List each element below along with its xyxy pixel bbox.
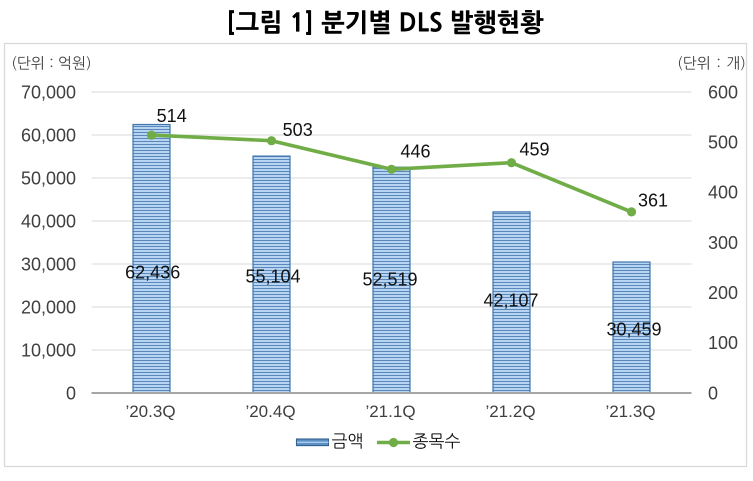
svg-text:55,104: 55,104: [245, 266, 300, 286]
svg-text:50,000: 50,000: [21, 168, 76, 188]
svg-text:446: 446: [400, 142, 430, 162]
svg-text:0: 0: [708, 383, 718, 403]
svg-text:60,000: 60,000: [21, 125, 76, 145]
svg-text:500: 500: [708, 133, 738, 153]
svg-text:42,107: 42,107: [483, 291, 538, 311]
svg-text:62,436: 62,436: [125, 262, 180, 282]
svg-text:70,000: 70,000: [21, 82, 76, 102]
svg-text:30,000: 30,000: [21, 254, 76, 274]
svg-text:0: 0: [66, 383, 76, 403]
svg-text:’20.3Q: ’20.3Q: [125, 402, 175, 421]
svg-text:459: 459: [519, 140, 549, 160]
svg-text:600: 600: [708, 82, 738, 102]
svg-text:361: 361: [638, 190, 668, 210]
svg-text:’21.2Q: ’21.2Q: [485, 402, 535, 421]
svg-text:503: 503: [283, 120, 313, 140]
svg-text:200: 200: [708, 283, 738, 303]
svg-text:’21.1Q: ’21.1Q: [365, 402, 415, 421]
svg-text:20,000: 20,000: [21, 297, 76, 317]
svg-text:52,519: 52,519: [362, 269, 417, 289]
svg-text:100: 100: [708, 333, 738, 353]
svg-text:300: 300: [708, 233, 738, 253]
svg-text:’21.3Q: ’21.3Q: [605, 402, 655, 421]
svg-text:30,459: 30,459: [606, 319, 661, 339]
svg-text:400: 400: [708, 183, 738, 203]
svg-text:10,000: 10,000: [21, 340, 76, 360]
svg-text:’20.4Q: ’20.4Q: [245, 402, 295, 421]
svg-text:514: 514: [157, 106, 187, 126]
svg-text:40,000: 40,000: [21, 211, 76, 231]
